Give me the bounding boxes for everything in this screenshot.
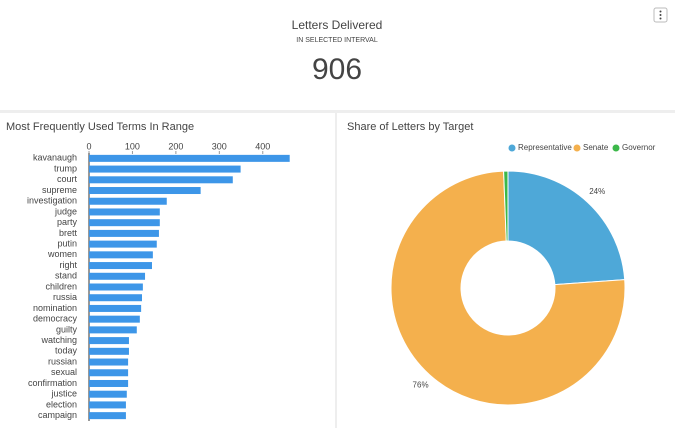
y-tick-label: watching — [40, 335, 77, 345]
y-tick-label: kavanaugh — [33, 153, 77, 163]
y-tick-label: sexual — [51, 367, 77, 377]
bar — [89, 229, 159, 237]
donut-slice — [507, 170, 626, 286]
bar — [89, 379, 129, 387]
x-tick-label: 100 — [125, 141, 140, 151]
bar — [89, 326, 137, 334]
y-tick-label: stand — [55, 271, 77, 281]
legend-swatch — [573, 144, 581, 152]
y-tick-label: women — [47, 249, 77, 259]
kpi-title: Letters Delivered — [292, 18, 383, 32]
bar — [89, 412, 126, 420]
kpi-subtitle: IN SELECTED INTERVAL — [296, 37, 378, 44]
y-tick-label: today — [55, 346, 78, 356]
y-tick-label: brett — [59, 228, 78, 238]
x-tick-label: 400 — [255, 141, 270, 151]
legend-label: Senate — [583, 143, 609, 152]
bar — [89, 240, 157, 248]
divider — [0, 110, 675, 113]
y-tick-label: russia — [53, 292, 77, 302]
bar — [89, 219, 160, 227]
y-tick-label: right — [59, 260, 77, 270]
donut-slice — [503, 170, 509, 242]
legend-label: Representative — [518, 143, 572, 152]
y-tick-label: supreme — [42, 185, 77, 195]
bar — [89, 337, 129, 345]
legend-label: Governor — [622, 143, 656, 152]
bar — [89, 176, 233, 184]
x-tick-label: 300 — [212, 141, 227, 151]
kpi-card — [0, 0, 675, 110]
kpi-value: 906 — [312, 53, 362, 86]
bar — [89, 272, 146, 280]
bar — [89, 294, 142, 302]
y-tick-label: justice — [50, 389, 77, 399]
y-tick-label: guilty — [56, 324, 78, 334]
data-label: 76% — [413, 381, 429, 390]
y-tick-label: election — [46, 399, 77, 409]
x-tick-label: 200 — [168, 141, 183, 151]
bar — [89, 283, 143, 291]
bar — [89, 304, 142, 312]
y-tick-label: investigation — [27, 196, 77, 206]
divider — [335, 113, 337, 428]
data-label: 24% — [589, 187, 605, 196]
y-tick-label: confirmation — [28, 378, 77, 388]
bar — [89, 369, 129, 377]
chart-title: Most Frequently Used Terms In Range — [6, 121, 194, 133]
bar — [89, 208, 160, 216]
bar — [89, 347, 129, 355]
bar — [89, 187, 201, 195]
y-tick-label: putin — [57, 238, 77, 248]
bar — [89, 358, 129, 366]
y-tick-label: court — [57, 174, 78, 184]
y-tick-label: russian — [48, 356, 77, 366]
y-tick-label: trump — [54, 163, 77, 173]
bar — [89, 390, 127, 398]
legend-swatch — [508, 144, 516, 152]
y-tick-label: campaign — [38, 410, 77, 420]
y-tick-label: judge — [54, 206, 77, 216]
bar — [89, 401, 126, 409]
bar — [89, 262, 152, 270]
x-tick-label: 0 — [86, 141, 91, 151]
bar — [89, 315, 140, 323]
bar — [89, 154, 290, 162]
y-tick-label: nomination — [33, 303, 77, 313]
bar — [89, 197, 167, 205]
donut-slice — [390, 170, 626, 406]
bar — [89, 251, 153, 259]
menu-button[interactable] — [653, 7, 668, 23]
y-tick-label: children — [45, 281, 77, 291]
chart-title: Share of Letters by Target — [347, 121, 473, 133]
y-tick-label: party — [57, 217, 78, 227]
legend-swatch — [612, 144, 620, 152]
bar — [89, 165, 241, 173]
y-tick-label: democracy — [33, 314, 78, 324]
